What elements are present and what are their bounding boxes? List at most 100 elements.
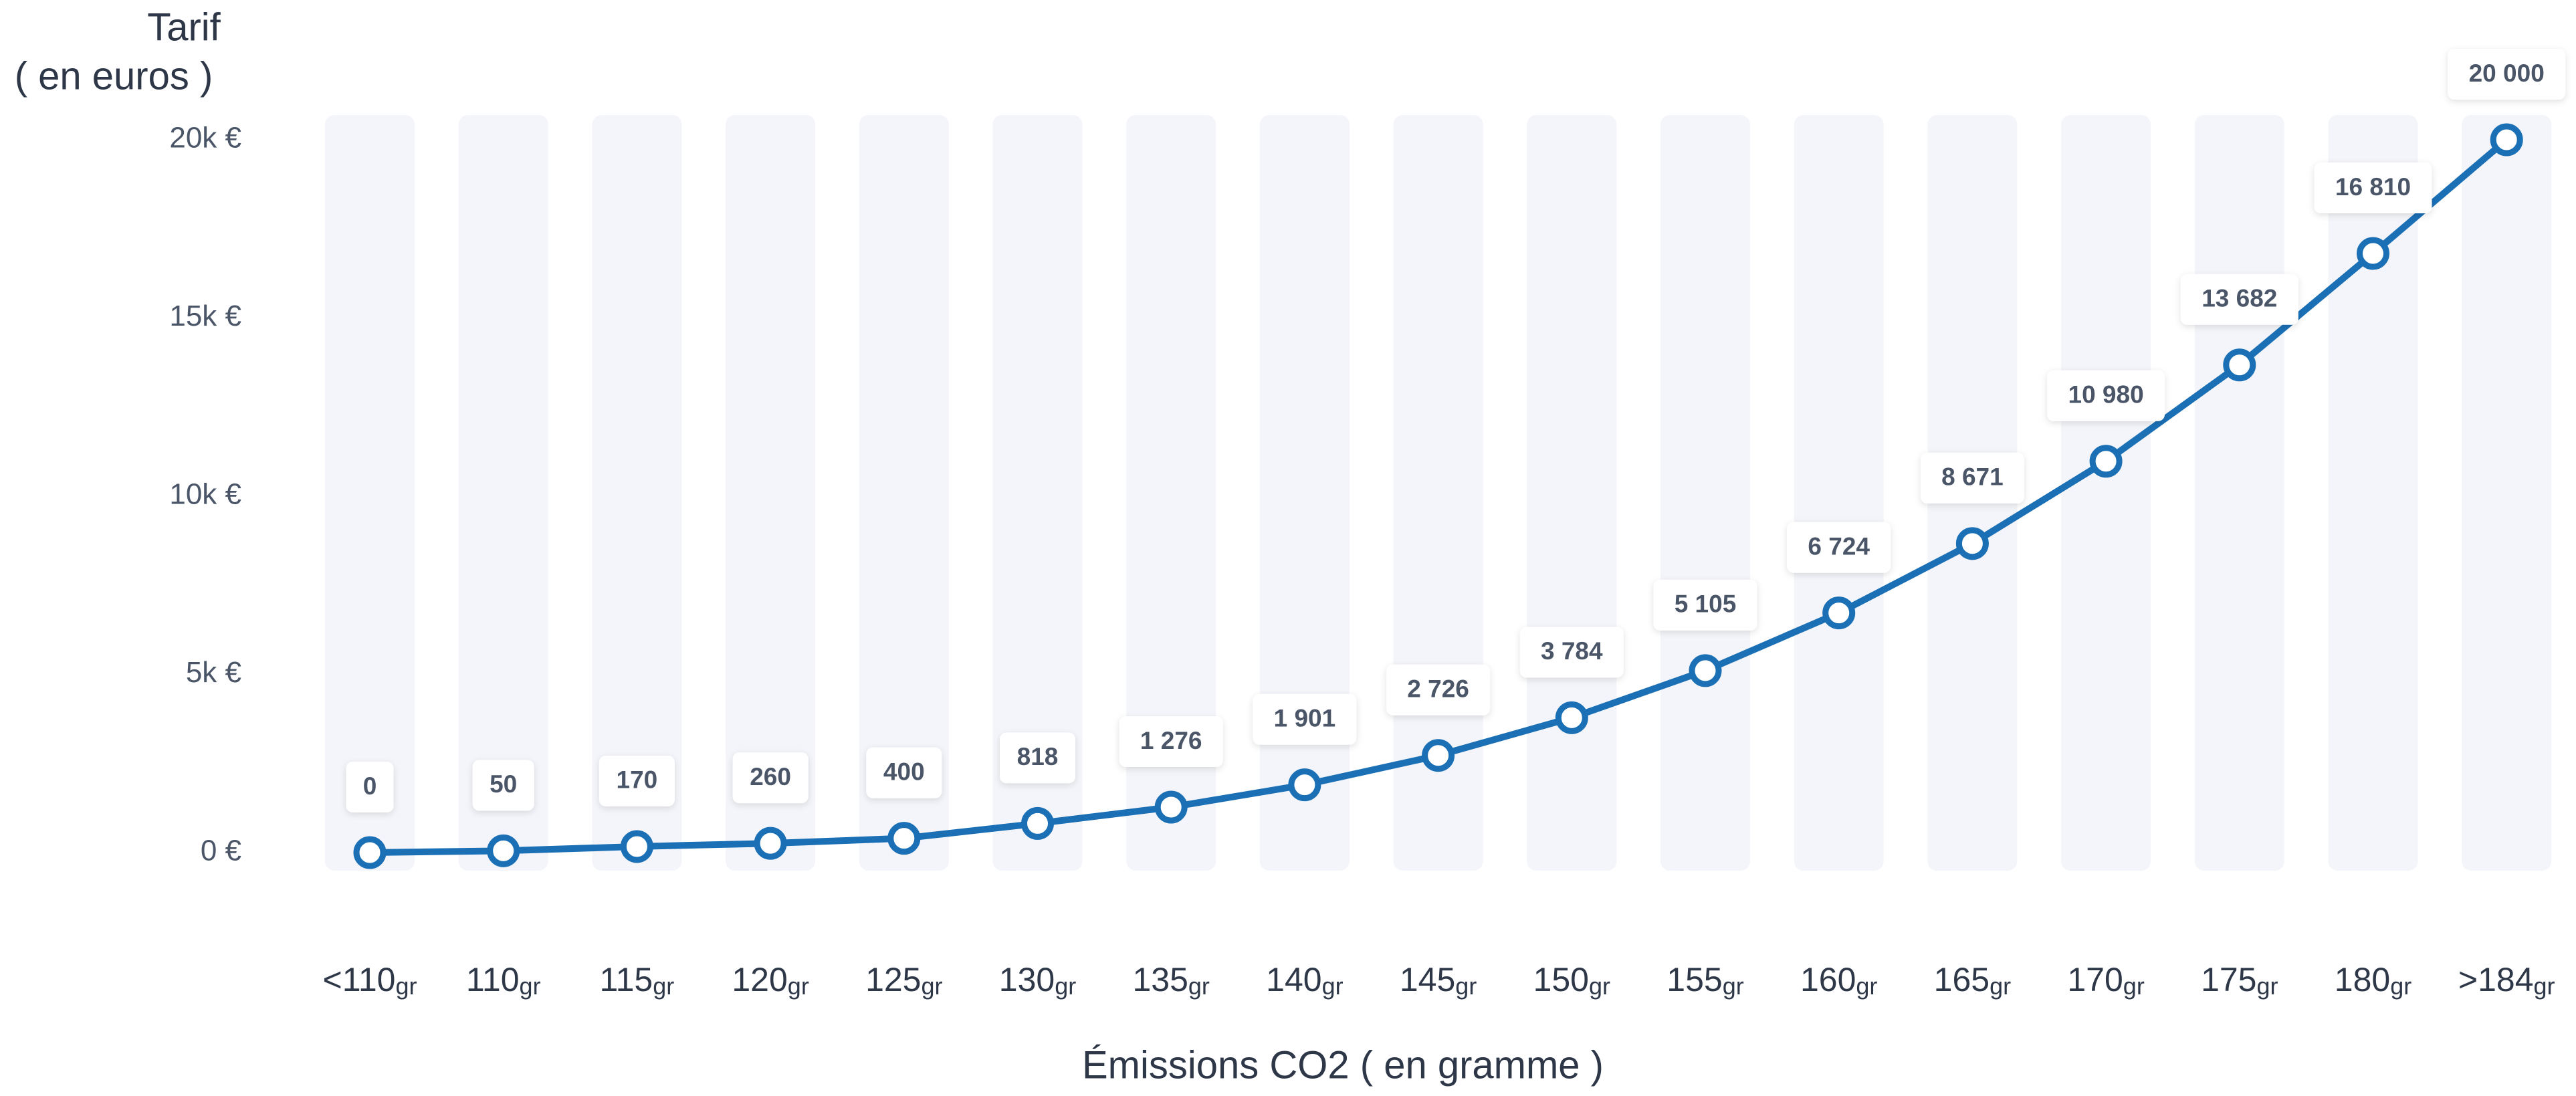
- point: [1021, 806, 1054, 840]
- column-band: [1794, 115, 1884, 871]
- column-band: [1660, 115, 1750, 871]
- x-tick-label: 140gr: [1266, 961, 1343, 999]
- point: [1689, 654, 1722, 687]
- category-unit: gr: [1589, 972, 1610, 1000]
- value-label: 2 726: [1407, 675, 1469, 702]
- value-label: 1 276: [1140, 727, 1202, 754]
- value-label: 5 105: [1675, 590, 1737, 618]
- category: 150: [1533, 961, 1589, 998]
- category: 145: [1400, 961, 1455, 998]
- category: 155: [1667, 961, 1722, 998]
- value-label-box: [2448, 49, 2566, 100]
- category-unit: gr: [520, 972, 541, 1000]
- column-band: [2462, 115, 2552, 871]
- category-unit: gr: [395, 972, 417, 1000]
- x-tick-label: 155gr: [1667, 961, 1743, 999]
- value-label-box: [472, 760, 534, 811]
- x-tick-label: 150gr: [1533, 961, 1610, 999]
- category-unit: gr: [922, 972, 943, 1000]
- value-label: 20 000: [2469, 60, 2545, 87]
- point: [2357, 237, 2389, 270]
- category-unit: gr: [2390, 972, 2411, 1000]
- category: 165: [1934, 961, 1990, 998]
- value-label: 3 784: [1541, 637, 1603, 665]
- x-tick-label: 115gr: [600, 961, 675, 999]
- category: 180: [2335, 961, 2390, 998]
- category-unit: gr: [1055, 972, 1076, 1000]
- column-band: [992, 115, 1083, 871]
- x-tick-label: 120gr: [732, 961, 809, 999]
- column-band: [859, 115, 949, 871]
- x-tick-label: 110gr: [466, 961, 541, 999]
- column-band: [2061, 115, 2151, 871]
- point: [1822, 596, 1856, 630]
- column-band: [1259, 115, 1350, 871]
- category-unit: gr: [1856, 972, 1877, 1000]
- category-unit: gr: [2123, 972, 2145, 1000]
- point: [1955, 527, 1989, 560]
- category-unit: gr: [653, 972, 674, 1000]
- value-label: 13 682: [2202, 285, 2277, 312]
- y-axis-label: Tarif: [147, 5, 221, 49]
- category-unit: gr: [1723, 972, 1744, 1000]
- category: 170: [2067, 961, 2123, 998]
- point: [754, 827, 787, 860]
- column-band: [592, 115, 682, 871]
- x-tick-label: 175gr: [2201, 961, 2278, 999]
- value-label-box: [2047, 370, 2165, 421]
- category-unit: gr: [2534, 972, 2555, 1000]
- value-label-box: [2314, 162, 2432, 214]
- category-unit: gr: [1322, 972, 1344, 1000]
- y-tick-label: 5k €: [186, 656, 241, 689]
- x-tick-label: <110gr: [323, 961, 417, 999]
- value-label-box: [1787, 522, 1891, 573]
- category: 110: [466, 961, 520, 998]
- value-label-box: [1653, 579, 1757, 631]
- category: <110: [323, 961, 396, 998]
- point: [887, 822, 921, 855]
- value-label: 50: [490, 770, 517, 798]
- value-label-box: [1920, 452, 2024, 504]
- value-label: 400: [883, 758, 925, 785]
- value-label-box: [2180, 273, 2298, 325]
- value-label: 16 810: [2335, 173, 2411, 201]
- value-label: 170: [617, 766, 658, 794]
- column-band: [1527, 115, 1617, 871]
- x-tick-label: 180gr: [2335, 961, 2411, 999]
- point: [1288, 768, 1321, 802]
- x-tick-label: >184gr: [2458, 961, 2555, 999]
- column-band: [726, 115, 816, 871]
- y-tick-label: 10k €: [169, 478, 241, 511]
- column-band: [325, 115, 415, 871]
- value-label-box: [866, 747, 942, 798]
- x-tick-label: 145gr: [1400, 961, 1477, 999]
- bands: [325, 115, 2552, 871]
- category-unit: gr: [1455, 972, 1477, 1000]
- category: 175: [2201, 961, 2256, 998]
- x-axis-label: Émissions CO2 ( en gramme ): [1082, 1043, 1604, 1087]
- category: 160: [1800, 961, 1856, 998]
- value-label-box: [599, 755, 675, 806]
- column-band: [458, 115, 548, 871]
- value-label-box: [346, 762, 394, 812]
- y-axis-label: ( en euros ): [15, 54, 213, 98]
- point: [2490, 123, 2523, 156]
- value-label-box: [1386, 664, 1491, 716]
- value-label-box: [1119, 716, 1223, 767]
- point: [487, 834, 520, 867]
- value-label: 10 980: [2068, 381, 2144, 409]
- category: 120: [732, 961, 787, 998]
- category-unit: gr: [1188, 972, 1210, 1000]
- point: [1422, 739, 1455, 772]
- category: 130: [999, 961, 1055, 998]
- column-band: [1126, 115, 1216, 871]
- category-unit: gr: [1990, 972, 2011, 1000]
- point: [1154, 790, 1188, 824]
- category: >184: [2458, 961, 2534, 998]
- x-tick-label: 160gr: [1800, 961, 1877, 999]
- value-label-box: [1253, 693, 1357, 745]
- category-unit: gr: [788, 972, 809, 1000]
- point: [620, 830, 653, 863]
